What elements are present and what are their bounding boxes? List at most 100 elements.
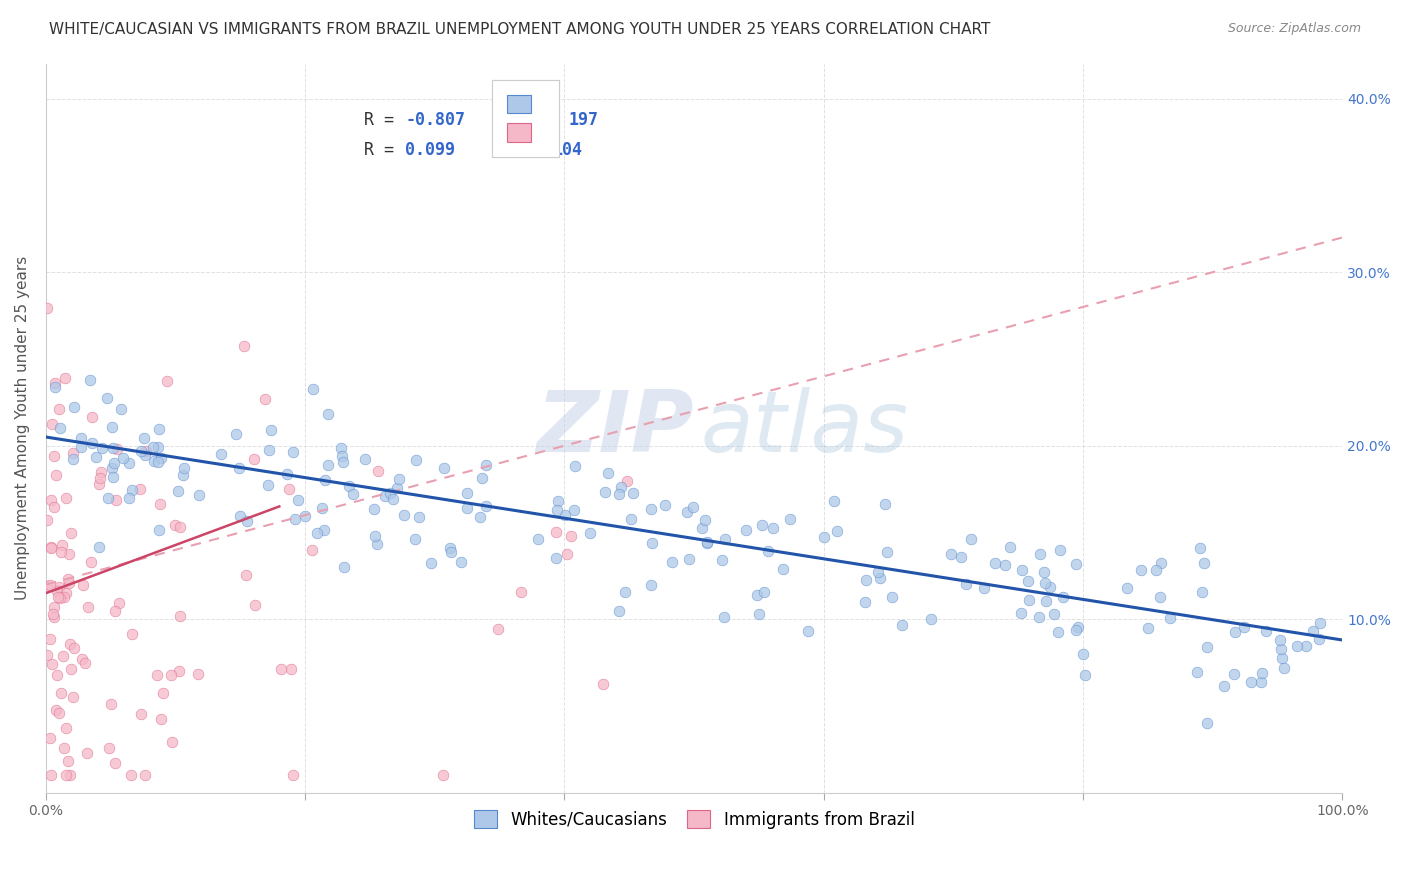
Point	[404, 532, 426, 546]
Point	[333, 559, 356, 574]
Point	[233, 339, 256, 353]
Point	[243, 452, 266, 467]
Point	[62, 451, 84, 466]
Text: atlas: atlas	[700, 387, 908, 470]
Point	[363, 501, 385, 516]
Point	[1046, 624, 1069, 639]
Point	[382, 492, 405, 507]
Point	[1191, 585, 1213, 599]
Point	[91, 441, 114, 455]
Point	[45, 668, 67, 682]
Point	[58, 547, 80, 561]
Point	[187, 488, 209, 502]
Point	[135, 443, 157, 458]
Point	[880, 591, 903, 605]
Point	[225, 426, 247, 441]
Point	[53, 371, 76, 385]
Point	[39, 632, 62, 646]
Point	[148, 455, 170, 469]
Point	[1116, 581, 1139, 595]
Point	[1043, 607, 1066, 622]
Point	[42, 599, 65, 614]
Point	[616, 474, 638, 488]
Point	[159, 668, 181, 682]
Point	[316, 458, 339, 473]
Point	[745, 588, 768, 602]
Point	[48, 591, 70, 605]
Text: R =: R =	[364, 112, 404, 129]
Point	[329, 441, 352, 455]
Point	[301, 543, 323, 558]
Point	[546, 524, 568, 539]
Point	[53, 590, 76, 604]
Point	[103, 604, 125, 618]
Point	[748, 607, 770, 621]
Point	[1309, 616, 1331, 631]
Point	[35, 578, 58, 592]
Point	[100, 698, 122, 712]
Point	[949, 549, 972, 564]
Point	[342, 487, 364, 501]
Point	[1195, 716, 1218, 731]
Point	[39, 493, 62, 508]
Point	[713, 610, 735, 624]
Point	[984, 556, 1007, 570]
Point	[77, 599, 100, 614]
Point	[121, 627, 143, 641]
Point	[111, 451, 134, 466]
Point	[42, 607, 65, 622]
Point	[60, 661, 83, 675]
Point	[172, 468, 194, 483]
Point	[1240, 674, 1263, 689]
Point	[1308, 632, 1330, 646]
Point	[955, 577, 977, 591]
Point	[51, 538, 73, 552]
Point	[148, 523, 170, 537]
Text: N =: N =	[498, 112, 558, 129]
Point	[48, 580, 70, 594]
Point	[149, 497, 172, 511]
Point	[70, 651, 93, 665]
Point	[440, 545, 463, 559]
Point	[374, 490, 396, 504]
Point	[439, 541, 461, 556]
Point	[143, 454, 166, 468]
Point	[39, 768, 62, 782]
Point	[762, 520, 785, 534]
Text: R =: R =	[364, 141, 404, 159]
Point	[1144, 563, 1167, 577]
Point	[41, 417, 63, 432]
Point	[120, 768, 142, 782]
Point	[1029, 547, 1052, 561]
Point	[607, 487, 630, 501]
Point	[305, 526, 328, 541]
Point	[555, 548, 578, 562]
Point	[105, 442, 128, 456]
Point	[39, 541, 62, 555]
Point	[105, 493, 128, 508]
Point	[554, 508, 576, 523]
Point	[44, 376, 66, 391]
Point	[332, 455, 354, 469]
Point	[408, 510, 430, 524]
Point	[62, 690, 84, 704]
Point	[55, 491, 77, 505]
Point	[640, 502, 662, 516]
Point	[281, 445, 304, 459]
Point	[711, 553, 734, 567]
Point	[169, 664, 191, 678]
Point	[546, 550, 568, 565]
Point	[129, 443, 152, 458]
Point	[1233, 620, 1256, 634]
Point	[714, 532, 737, 546]
Point	[167, 484, 190, 499]
Point	[1064, 558, 1087, 572]
Point	[49, 686, 72, 700]
Point	[640, 578, 662, 592]
Point	[607, 604, 630, 618]
Text: WHITE/CAUCASIAN VS IMMIGRANTS FROM BRAZIL UNEMPLOYMENT AMONG YOUTH UNDER 25 YEAR: WHITE/CAUCASIAN VS IMMIGRANTS FROM BRAZI…	[49, 22, 991, 37]
Y-axis label: Unemployment Among Youth under 25 years: Unemployment Among Youth under 25 years	[15, 256, 30, 600]
Point	[46, 584, 69, 599]
Point	[59, 637, 82, 651]
Point	[1295, 639, 1317, 653]
